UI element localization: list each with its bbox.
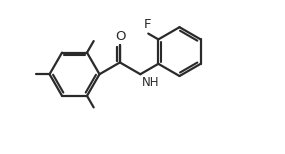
Text: O: O bbox=[115, 30, 126, 43]
Text: F: F bbox=[143, 18, 151, 31]
Text: NH: NH bbox=[142, 76, 159, 89]
